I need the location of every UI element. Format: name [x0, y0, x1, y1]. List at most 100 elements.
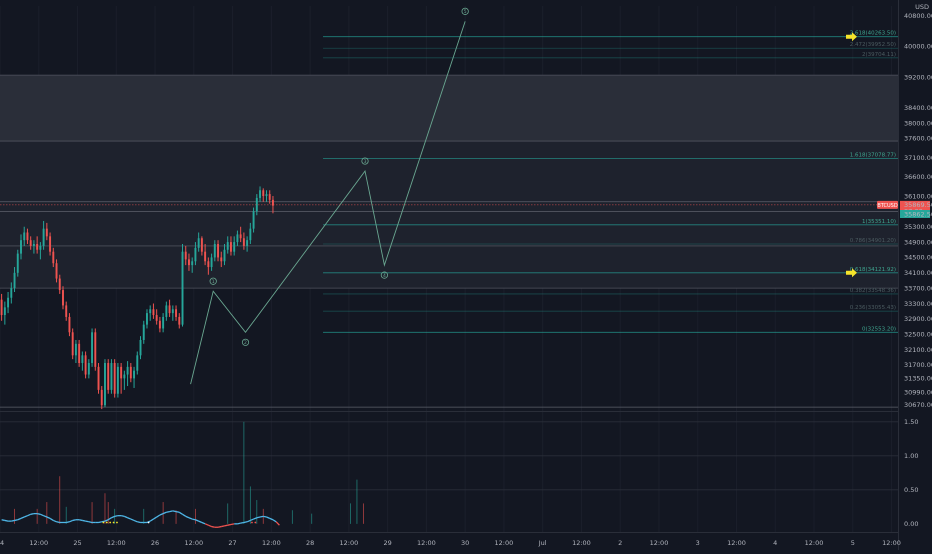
price-tick-label: 40800.00	[904, 12, 932, 20]
candle-body	[165, 305, 168, 317]
price-tick-label: 32100.00	[904, 346, 932, 354]
time-tick-label: 4	[773, 539, 777, 547]
oscillator-line	[107, 517, 112, 521]
candle-body	[146, 313, 148, 325]
candle-body	[133, 370, 136, 379]
oscillator-line	[198, 520, 203, 524]
time-tick-label: 12:00	[417, 539, 436, 547]
oscillator-line	[98, 521, 102, 524]
time-tick-label: 12:00	[107, 539, 126, 547]
time-tick-label: 30	[461, 539, 469, 547]
candle-body	[55, 263, 58, 279]
oscillator-line	[175, 510, 180, 513]
price-tick-label: 39200.00	[904, 73, 932, 81]
elliott-wave[interactable]: 1 2 3 4 5	[190, 7, 469, 385]
candle-body	[239, 234, 242, 239]
range-boxes	[0, 74, 898, 289]
time-tick-label: 29	[383, 539, 391, 547]
oscillator-line	[111, 515, 115, 519]
oscillator-line	[256, 516, 261, 519]
range-box	[0, 75, 898, 142]
candle-body	[220, 257, 223, 262]
oscillator-line	[27, 513, 31, 517]
candle-body	[23, 232, 26, 241]
time-tick-label: 12:00	[29, 539, 48, 547]
osc-tick-label: 0.50	[904, 486, 918, 494]
candle-body	[139, 339, 142, 356]
oscillator-line	[188, 517, 193, 520]
wave-label: 5	[464, 9, 467, 15]
candle-body	[181, 251, 184, 325]
candle-body	[62, 290, 64, 306]
horizontal-lines	[0, 201, 898, 408]
oscillator-pane	[0, 421, 898, 528]
candle-body	[42, 228, 45, 246]
time-tick-label: 12:00	[184, 539, 203, 547]
oscillator-line	[127, 517, 132, 520]
osc-dot	[147, 521, 150, 524]
candle-body	[110, 363, 113, 390]
candle-body	[84, 355, 87, 375]
price-tick-label: 36100.00	[904, 192, 932, 200]
candle-body	[233, 242, 236, 252]
oscillator-line	[114, 515, 119, 517]
time-tick-label: 12:00	[805, 539, 824, 547]
time-axis[interactable]: 2412:002512:002612:002712:002812:002912:…	[0, 539, 901, 547]
fib-level-label: 0.786(34901.20)	[850, 238, 896, 244]
oscillator-line	[69, 519, 73, 523]
secondary-price-badge	[900, 210, 930, 219]
fib-level-label: 0.382(33548.36)	[850, 288, 896, 294]
candle-body	[194, 247, 197, 262]
oscillator-line	[82, 519, 86, 522]
candle-body	[187, 259, 190, 266]
symbol-badge-text: BTCUSD	[877, 203, 898, 209]
candle-body	[142, 324, 145, 340]
price-axis-bg	[899, 0, 932, 550]
oscillator-line	[250, 518, 254, 522]
time-tick-label: 28	[306, 539, 314, 547]
fib-level-label: 2(39704.11)	[862, 52, 896, 58]
oscillator-line	[240, 521, 245, 524]
candle-body	[158, 320, 161, 329]
candle-body	[104, 363, 106, 406]
candle-body	[178, 316, 181, 325]
candle-body	[129, 366, 132, 379]
candle-body	[149, 309, 152, 314]
oscillator-line	[230, 523, 235, 526]
candle-body	[65, 305, 68, 317]
candle-body	[58, 278, 61, 291]
wave-label: 4	[383, 273, 386, 279]
time-tick-label: 12:00	[650, 539, 669, 547]
candle-body	[184, 251, 187, 260]
oscillator-line	[253, 517, 258, 520]
osc-tick-label: 1.00	[904, 452, 918, 460]
oscillator-line	[46, 516, 51, 519]
candle-body	[255, 197, 258, 212]
fibonacci-extension[interactable]: 2.618(40263.50) 2.472(39952.50) 2(39704.11…	[323, 31, 898, 333]
osc-dot	[254, 521, 257, 524]
candle-body	[49, 236, 52, 252]
candle-body	[210, 257, 213, 268]
price-tick-label: 32900.00	[904, 315, 932, 323]
oscillator-line	[49, 517, 54, 521]
oscillator-line	[72, 519, 77, 522]
oscillator-line	[178, 511, 183, 515]
candle-body	[120, 366, 123, 379]
oscillator-line	[172, 510, 177, 513]
oscillator-line	[37, 512, 41, 515]
price-tick-label: 40000.00	[904, 43, 932, 51]
candle-body	[16, 253, 19, 273]
oscillator-line	[53, 519, 57, 523]
candle-body	[162, 316, 165, 329]
oscillator-line	[259, 515, 264, 518]
oscillator-line	[243, 521, 248, 524]
oscillator-line	[166, 510, 170, 513]
fib-level-label: 2.618(40263.50)	[850, 31, 896, 37]
candle-body	[197, 238, 200, 248]
oscillator-line	[56, 521, 60, 524]
candle-body	[246, 240, 249, 246]
